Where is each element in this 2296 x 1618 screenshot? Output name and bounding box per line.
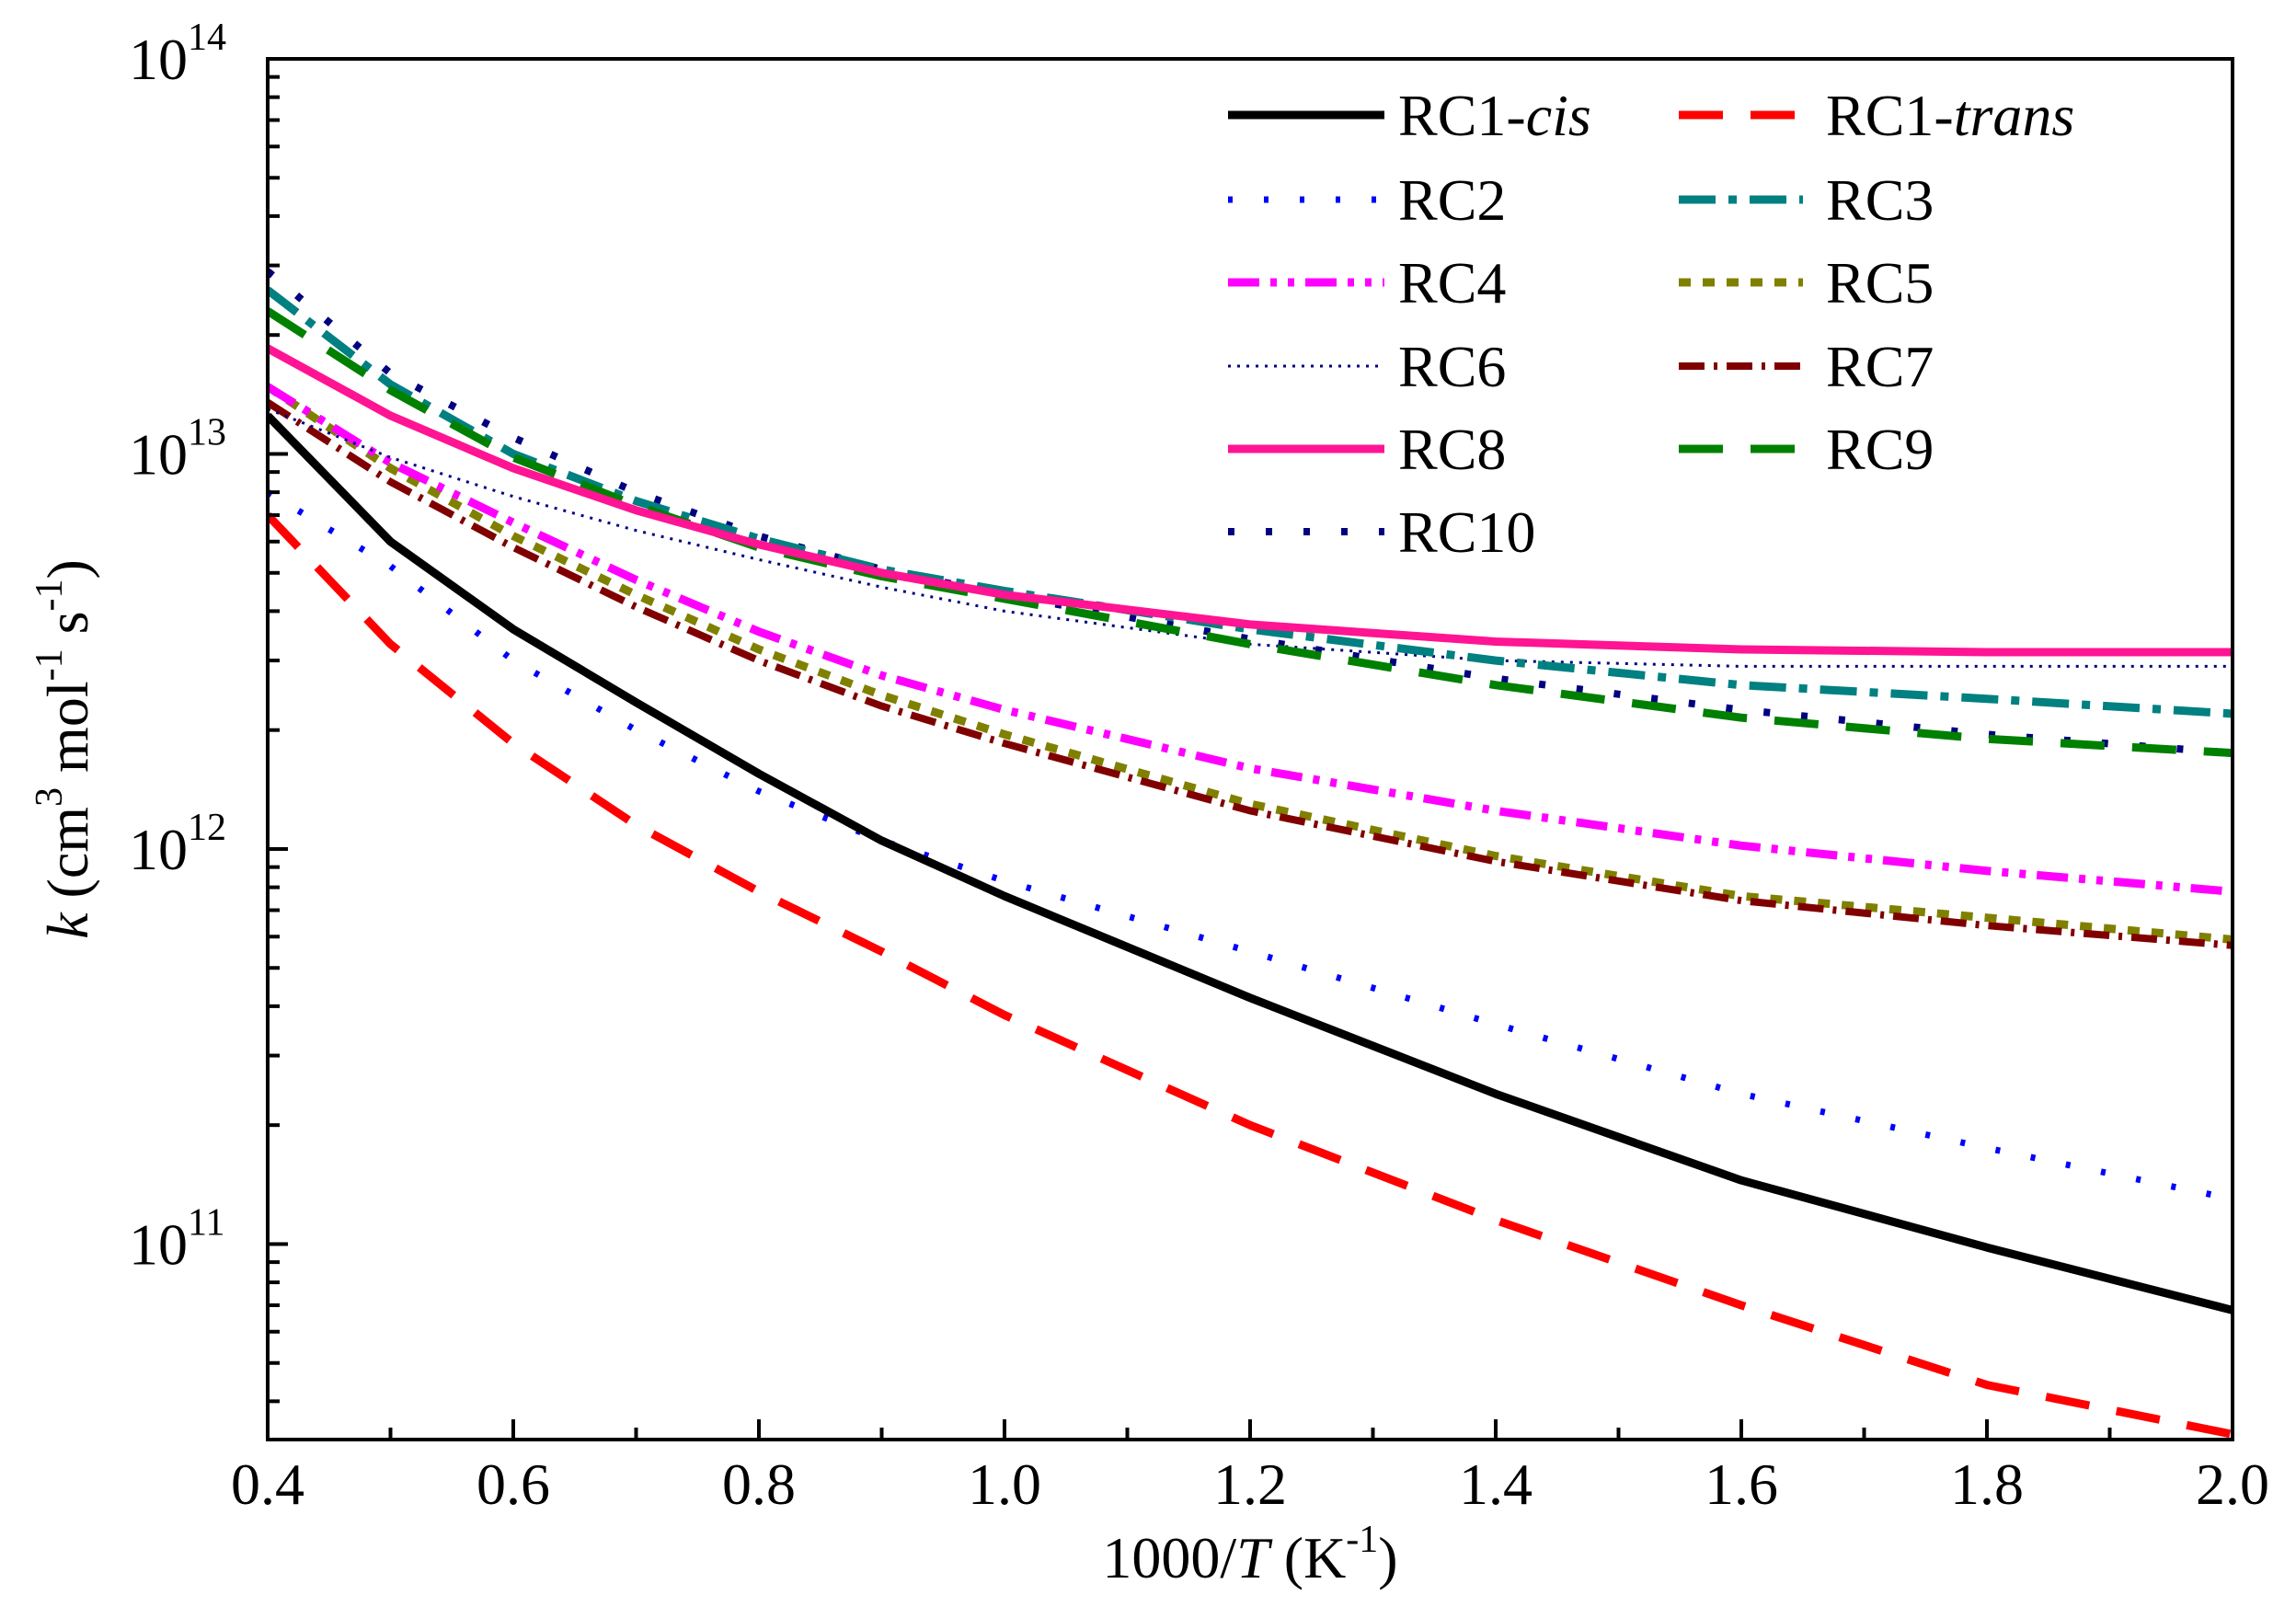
y-tick-label: 1012 [129,807,226,882]
series-line-rc1-trans [268,511,2233,1439]
x-tick-labels: 0.4 0.6 0.8 1.0 1.2 1.4 1.6 1.8 2.0 [231,1452,2269,1517]
x-tick-label: 0.8 [722,1452,796,1517]
legend-item-rc2: RC2 [1228,167,1506,233]
legend-label: RC1-trans [1826,83,2074,148]
series-line-rc10 [268,268,2233,757]
legend-label: RC8 [1398,417,1506,482]
legend-label: RC7 [1826,334,1934,399]
series-line-rc8 [268,344,2233,657]
x-tick-label: 1.4 [1459,1452,1533,1517]
x-tick-label: 0.4 [231,1452,304,1517]
legend-item-rc3: RC3 [1679,167,1934,233]
x-tick-label: 2.0 [2196,1452,2269,1517]
legend-item-rc10: RC10 [1228,499,1535,565]
legend-item-rc9: RC9 [1679,417,1934,482]
series-line-rc9 [268,307,2233,758]
legend-label: RC6 [1398,334,1506,399]
legend-item-rc5: RC5 [1679,250,1934,316]
legend-item-rc6: RC6 [1228,334,1506,399]
plot-lines [268,268,2233,1439]
x-tick-label: 1.6 [1705,1452,1778,1517]
series-line-rc6 [268,407,2233,668]
legend-label: RC9 [1826,417,1934,482]
axis-ticks [266,57,2234,1440]
series-line-rc4 [268,383,2233,896]
y-tick-labels: 1011 1012 1013 1014 [129,17,226,1277]
legend-label: RC2 [1398,167,1506,233]
legend-item-rc4: RC4 [1228,250,1506,316]
y-tick-label: 1014 [129,17,226,92]
series-line-rc1-cis [268,412,2233,1314]
legend-item-rc1-trans: RC1-trans [1679,83,2074,148]
legend-label: RC1-cis [1398,83,1591,148]
legend-label: RC3 [1826,167,1934,233]
y-tick-label: 1011 [129,1201,224,1277]
legend-item-rc1-cis: RC1-cis [1228,83,1591,148]
x-tick-label: 0.6 [476,1452,550,1517]
legend-label: RC5 [1826,250,1934,316]
x-tick-label: 1.8 [1950,1452,2024,1517]
legend-label: RC10 [1398,499,1535,565]
series-line-rc2 [268,489,2233,1202]
series-line-rc7 [268,399,2233,949]
x-axis-title: 1000/T (K-1) [1102,1519,1397,1590]
legend-item-rc8: RC8 [1228,417,1506,482]
x-tick-label: 1.2 [1213,1452,1287,1517]
legend-label: RC4 [1398,250,1506,316]
x-tick-label: 1.0 [968,1452,1041,1517]
y-axis-title: k (cm3 mol-1 s-1) [29,559,100,939]
legend-item-rc7: RC7 [1679,334,1934,399]
series-line-rc5 [268,383,2233,944]
y-tick-label: 1013 [129,411,226,487]
legend: RC1-cis RC1-trans RC2 RC3 RC4 RC5 RC6 RC7 RC8 RC9… [1228,83,2074,565]
